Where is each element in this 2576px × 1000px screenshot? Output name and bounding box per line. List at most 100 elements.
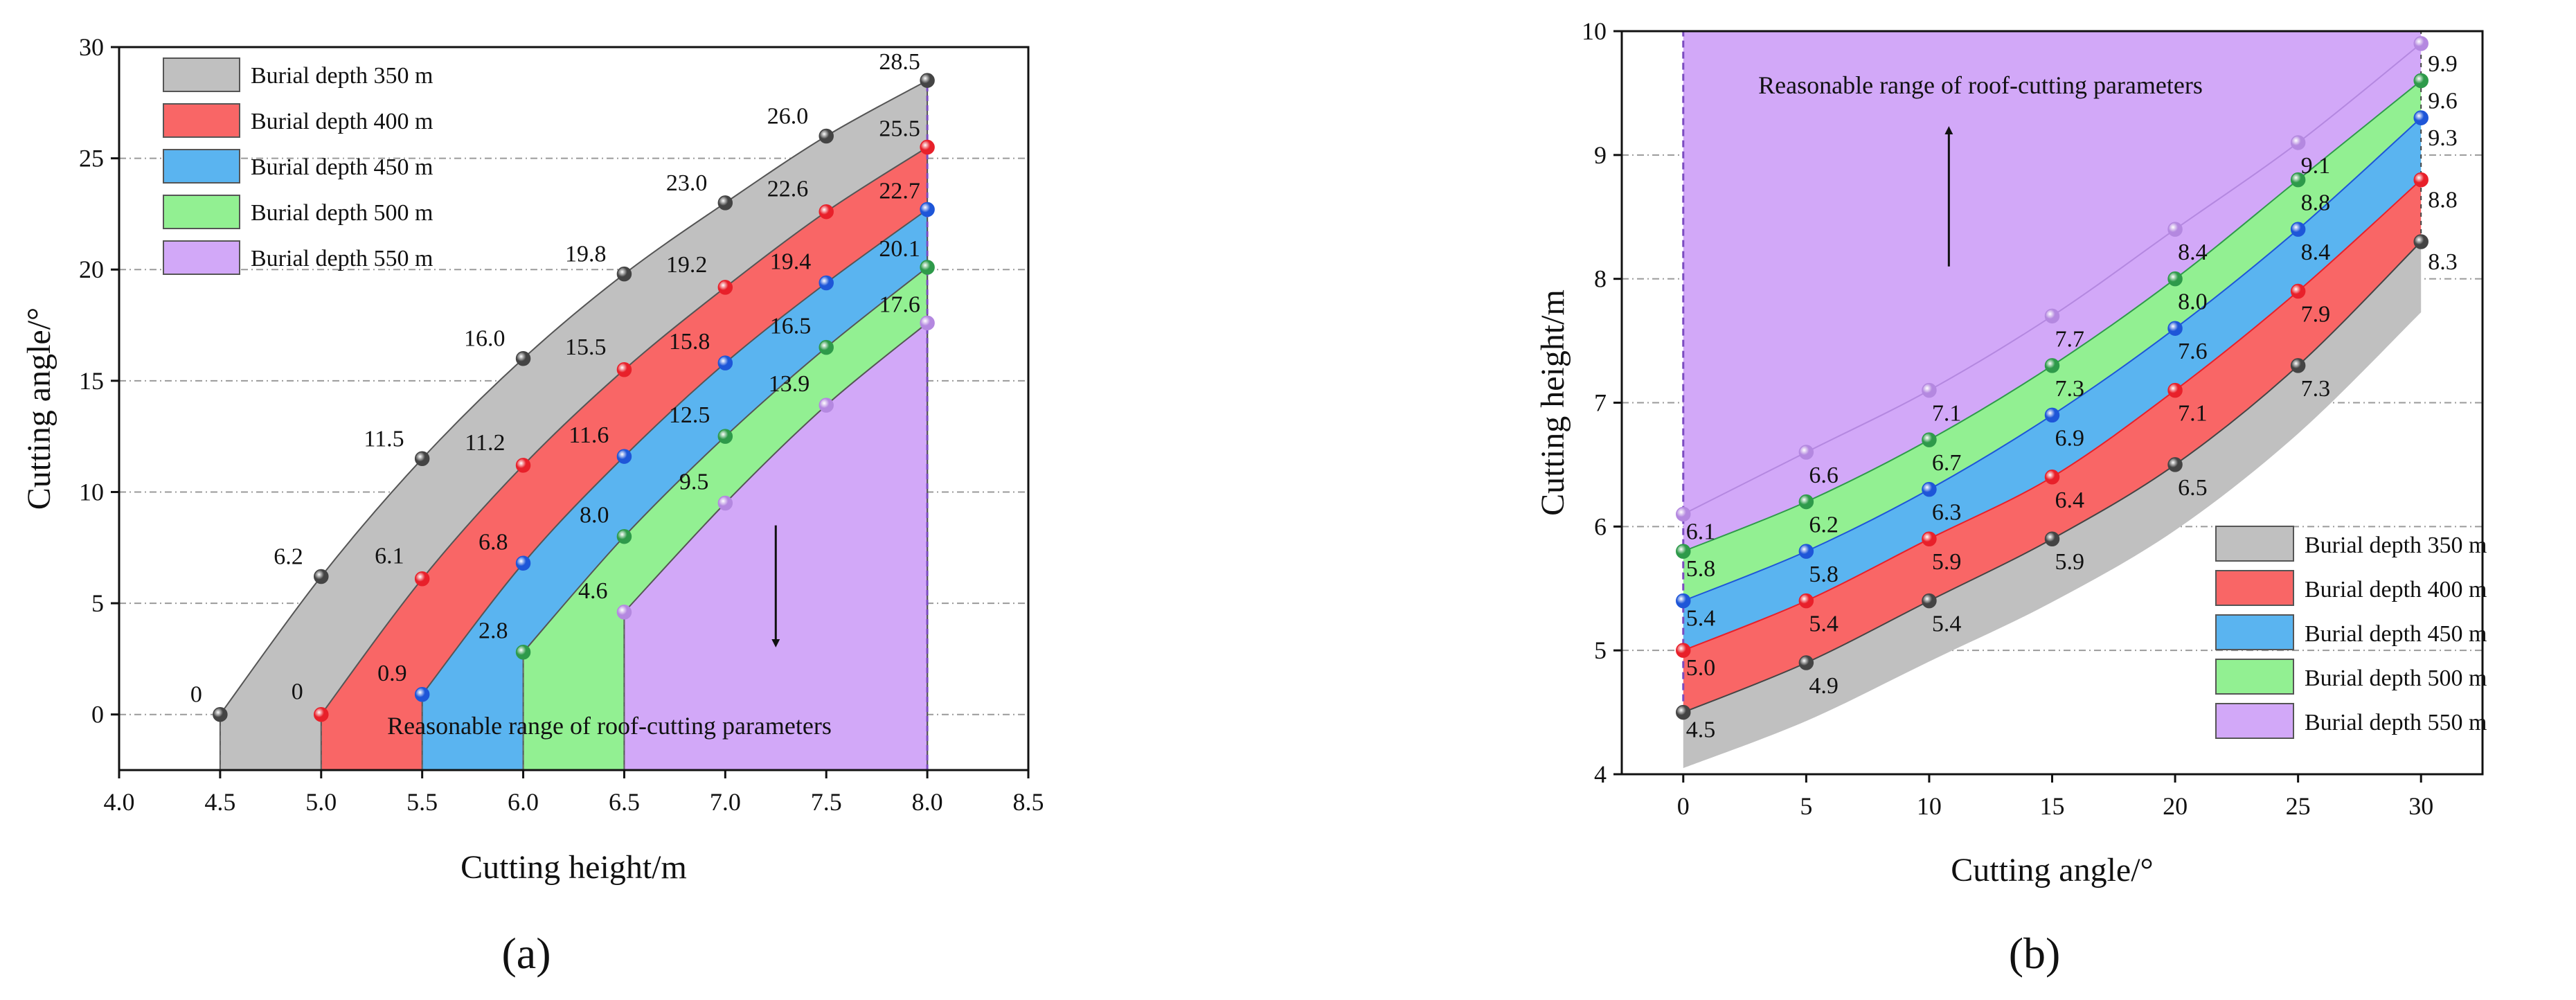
data-point [1922, 593, 1937, 609]
data-point [1922, 432, 1937, 447]
data-label: 11.6 [569, 422, 609, 448]
data-point [2044, 358, 2060, 373]
legend-swatch [163, 195, 240, 229]
data-label: 8.0 [580, 503, 609, 528]
data-point [2044, 470, 2060, 485]
data-label: 25.5 [879, 116, 920, 142]
legend-swatch [2215, 659, 2294, 695]
data-label: 7.1 [1932, 401, 1962, 427]
x-tick-label: 5.5 [406, 788, 438, 816]
x-tick-label: 8.0 [912, 788, 943, 816]
data-point [920, 315, 935, 331]
data-label: 7.1 [2178, 401, 2208, 427]
data-label: 16.0 [464, 326, 506, 352]
data-point [819, 204, 834, 220]
legend-swatch [2215, 703, 2294, 739]
data-label: 8.3 [2428, 249, 2458, 275]
data-point [2290, 135, 2306, 150]
data-point [616, 362, 632, 377]
data-label: 8.4 [2301, 240, 2331, 265]
x-tick-label: 25 [2286, 792, 2311, 820]
x-tick-label: 20 [2163, 792, 2188, 820]
data-point [819, 398, 834, 413]
data-point [314, 569, 329, 584]
legend-label: Burial depth 400 m [2305, 577, 2487, 602]
data-label: 5.4 [1932, 611, 1962, 637]
data-point [717, 429, 733, 444]
data-point [414, 571, 430, 587]
area-band [1683, 31, 2422, 515]
data-point [515, 458, 531, 473]
data-label: 8.4 [2178, 240, 2208, 265]
x-tick-label: 7.0 [710, 788, 741, 816]
data-point [920, 139, 935, 155]
data-point [2167, 271, 2183, 287]
y-tick-label: 10 [1582, 17, 1607, 45]
data-label: 5.8 [1686, 556, 1716, 582]
data-point [2413, 73, 2429, 89]
data-point [717, 355, 733, 370]
data-label: 19.2 [666, 252, 708, 278]
data-label: 0.9 [377, 661, 407, 686]
data-point [515, 555, 531, 571]
data-point [1922, 531, 1937, 546]
data-point [920, 260, 935, 275]
data-label: 6.5 [2178, 475, 2208, 501]
y-tick-label: 5 [91, 589, 104, 617]
y-tick-label: 10 [79, 478, 104, 506]
data-point [920, 73, 935, 88]
data-label: 8.0 [2178, 289, 2208, 315]
y-tick-label: 30 [79, 33, 104, 61]
y-tick-label: 8 [1594, 265, 1607, 293]
data-label: 9.3 [2428, 125, 2458, 151]
legend-label: Burial depth 450 m [251, 154, 433, 180]
panel-a-chart: 0 6.2 11.5 16.0 19.8 23.0 26.0 28.5 0 6.1 11.2 15.5… [21, 33, 1044, 978]
axes-frame [118, 46, 1030, 771]
data-point [2413, 172, 2429, 188]
data-point [1798, 593, 1814, 609]
data-label: 9.1 [2301, 153, 2331, 179]
data-label: 13.9 [769, 371, 810, 397]
data-label: 20.1 [879, 236, 920, 262]
area-band [1683, 118, 2422, 651]
data-label: 22.7 [879, 178, 920, 204]
x-tick-label: 5.0 [305, 788, 337, 816]
data-point [1798, 445, 1814, 460]
data-label: 4.6 [578, 578, 608, 604]
data-label: 6.2 [274, 544, 303, 570]
data-point [2167, 457, 2183, 472]
x-tick-label: 8.5 [1013, 788, 1044, 816]
data-point [1676, 506, 1691, 522]
data-label: 7.7 [2055, 326, 2085, 352]
x-axis-label: Cutting angle/° [1951, 852, 2154, 889]
legend-label: Burial depth 550 m [2305, 710, 2487, 735]
data-label: 15.5 [565, 334, 607, 360]
y-tick-label: 25 [79, 145, 104, 172]
y-tick-label: 9 [1594, 141, 1607, 169]
legend-label: Burial depth 450 m [2305, 621, 2487, 647]
data-label: 5.0 [1686, 655, 1716, 681]
data-label: 5.9 [2055, 549, 2085, 575]
data-point [1676, 593, 1691, 609]
data-label: 28.5 [879, 49, 920, 75]
legend-swatch [2215, 570, 2294, 606]
data-label: 8.8 [2301, 190, 2331, 216]
data-label: 6.7 [1932, 450, 1962, 476]
data-label: 0 [292, 679, 303, 705]
y-tick-label: 5 [1594, 636, 1607, 664]
data-label: 5.4 [1686, 606, 1716, 632]
x-tick-label: 0 [1677, 792, 1690, 820]
data-label: 6.3 [1932, 500, 1962, 526]
data-point [1798, 655, 1814, 670]
data-point [2290, 222, 2306, 237]
legend-label: Burial depth 350 m [251, 63, 433, 89]
data-point [2290, 172, 2306, 188]
data-point [819, 275, 834, 291]
data-label: 7.9 [2301, 302, 2331, 328]
data-point [2167, 321, 2183, 336]
data-point [2044, 308, 2060, 324]
data-label: 6.2 [1809, 512, 1839, 538]
y-tick-label: 20 [79, 256, 104, 283]
x-tick-label: 6.0 [508, 788, 539, 816]
data-point [717, 280, 733, 295]
